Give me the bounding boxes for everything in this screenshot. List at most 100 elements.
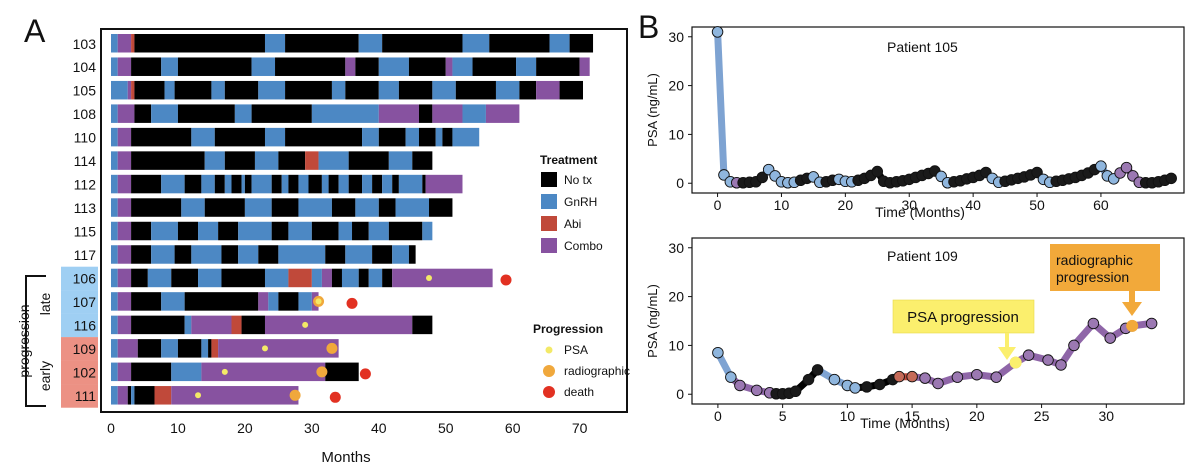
- segment-abi: [288, 268, 312, 288]
- segment-combo: [579, 57, 590, 76]
- segment-combo: [321, 268, 332, 288]
- segment-gnrh: [368, 268, 383, 288]
- legend-swatch-no-tx: [541, 172, 557, 187]
- segment-no-tx: [382, 34, 463, 53]
- legend-label: No tx: [564, 173, 592, 187]
- legend-marker-radio-dot: [543, 365, 555, 377]
- segment-no-tx: [131, 151, 205, 170]
- segment-gnrh: [392, 245, 409, 264]
- psa-point: [932, 377, 944, 390]
- segment-gnrh: [331, 80, 346, 100]
- x-tick-label: 25: [1034, 408, 1050, 424]
- segment-combo: [345, 57, 356, 76]
- radiographic-progression-callout: radiographic progression: [1050, 244, 1160, 316]
- segment-gnrh: [198, 268, 222, 288]
- segment-no-tx: [455, 80, 496, 100]
- psa-point: [1104, 332, 1116, 344]
- segment-no-tx: [328, 174, 339, 194]
- segment-gnrh: [395, 198, 430, 217]
- segment-gnrh: [298, 174, 309, 194]
- patient-id-label: 103: [73, 36, 97, 52]
- group-highlight-late: [61, 313, 98, 338]
- psa-point: [1145, 317, 1158, 330]
- segment-gnrh: [184, 315, 192, 335]
- psa-point: [1055, 359, 1067, 371]
- segment-gnrh: [131, 386, 135, 405]
- segment-no-tx: [308, 174, 322, 194]
- segment-no-tx: [325, 245, 346, 264]
- segment-no-tx: [177, 57, 252, 76]
- psa-point: [1087, 317, 1100, 330]
- segment-gnrh: [191, 127, 215, 147]
- segment-gnrh: [382, 174, 393, 194]
- segment-no-tx: [348, 174, 363, 194]
- segment-no-tx: [331, 198, 356, 217]
- segment-no-tx: [536, 57, 580, 76]
- segment-gnrh: [398, 174, 423, 194]
- segment-no-tx: [519, 80, 537, 100]
- segment-combo: [117, 151, 132, 170]
- legend-label: GnRH: [564, 195, 597, 209]
- segment-no-tx: [388, 221, 423, 241]
- late-group-label: late: [37, 293, 53, 316]
- x-tick-label: 50: [1029, 197, 1045, 213]
- segment-no-tx: [472, 57, 517, 76]
- segment-gnrh: [238, 221, 272, 241]
- panel-b2-frame: [691, 237, 1185, 405]
- treatment-legend-title: Treatment: [540, 153, 597, 167]
- segment-gnrh: [358, 34, 383, 53]
- x-tick-label: 10: [170, 420, 186, 436]
- x-tick-label: 10: [774, 197, 790, 213]
- legend-marker-death-dot: [543, 386, 555, 398]
- segment-gnrh: [338, 174, 349, 194]
- segment-no-tx: [271, 221, 289, 241]
- segment-combo: [201, 362, 326, 382]
- segment-gnrh: [111, 386, 118, 405]
- legend-label: PSA: [564, 343, 588, 357]
- segment-gnrh: [388, 151, 413, 170]
- segment-no-tx: [412, 315, 433, 335]
- x-tick-label: 0: [714, 408, 722, 424]
- segment-no-tx: [134, 80, 165, 100]
- x-tick-label: 20: [969, 408, 985, 424]
- segment-gnrh: [151, 221, 178, 241]
- segment-combo: [117, 221, 132, 241]
- segment-combo: [117, 339, 138, 358]
- segment-no-tx: [355, 57, 379, 76]
- segment-no-tx: [131, 198, 182, 217]
- radiographic-progression-marker: [326, 342, 338, 354]
- segment-combo: [117, 174, 132, 194]
- segment-no-tx: [408, 245, 416, 264]
- death-marker: [346, 297, 358, 309]
- psa-progression-marker: [302, 321, 309, 328]
- segment-combo: [425, 174, 463, 194]
- legend-label: death: [564, 385, 594, 399]
- segment-no-tx: [442, 127, 453, 147]
- segment-gnrh: [198, 221, 219, 241]
- psa-point: [990, 371, 1003, 383]
- segment-gnrh: [338, 221, 353, 241]
- segment-no-tx: [408, 57, 446, 76]
- segment-no-tx: [271, 198, 299, 217]
- segment-gnrh: [161, 292, 185, 311]
- segment-gnrh: [151, 245, 175, 264]
- segment-no-tx: [258, 245, 279, 264]
- patient-id-label: 109: [73, 341, 97, 357]
- segment-no-tx: [372, 174, 383, 194]
- segment-combo: [258, 292, 269, 311]
- x-tick-label: 70: [572, 420, 588, 436]
- segment-combo: [117, 127, 132, 147]
- patient-rows: 103 104 105 108 110 114 112 113 115 117 106 107 116 1…: [61, 34, 594, 408]
- x-tick-label: 20: [237, 420, 253, 436]
- patient-row-103: 103: [73, 34, 594, 53]
- segment-no-tx: [184, 174, 202, 194]
- psa-point: [971, 368, 983, 381]
- panel-b2-xlabel: Time (Months): [860, 415, 950, 431]
- segment-no-tx: [131, 362, 172, 382]
- legend-label: radiographic: [564, 364, 630, 378]
- patient-row-105: 105: [73, 80, 583, 100]
- segment-gnrh: [111, 268, 118, 288]
- segment-combo: [485, 104, 520, 123]
- psa-point: [734, 379, 746, 392]
- segment-no-tx: [422, 174, 426, 194]
